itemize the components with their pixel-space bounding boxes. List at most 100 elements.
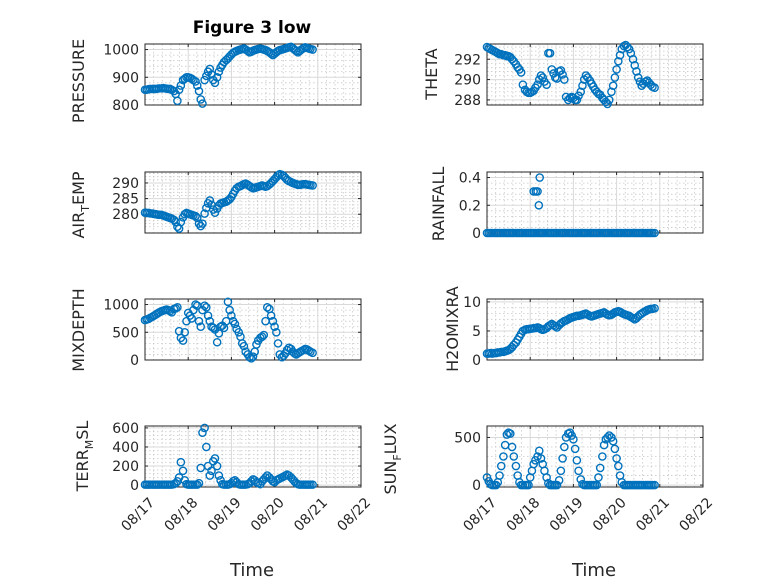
terr-msl-xlabel: Time	[229, 560, 274, 581]
sun-flux-point	[614, 461, 623, 471]
pressure-axes: 800 900 1000	[103, 42, 362, 114]
sun-flux-point	[542, 473, 551, 482]
mixdepth-point	[225, 305, 234, 315]
terr-msl-point	[198, 428, 207, 437]
mixdepth-point	[262, 303, 272, 312]
air-temp-point	[200, 209, 209, 218]
mixdepth-axes: 0 500 1000	[103, 297, 362, 369]
theta-ylabel: THETA	[422, 48, 441, 100]
mixdepth-point	[248, 352, 258, 361]
theta-series	[482, 40, 659, 109]
h2omixra-ytick-label: 5	[472, 324, 481, 340]
theta-point	[614, 56, 623, 66]
sun-flux-point	[524, 480, 533, 490]
theta-point	[576, 87, 586, 97]
mixdepth-ytick-label: 500	[112, 325, 139, 341]
theta-point	[624, 44, 634, 54]
sun-flux-point	[534, 446, 544, 456]
theta-point	[608, 81, 618, 90]
rainfall-point	[650, 228, 659, 238]
h2omixra-point	[650, 303, 659, 313]
terr-msl-point	[202, 442, 211, 452]
mixdepth-point	[245, 352, 254, 362]
sun-flux-point	[650, 480, 659, 490]
h2omixra-axes: 0 5 10	[463, 295, 704, 369]
sun-flux-point	[608, 436, 618, 446]
pressure-ylabel: PRESSURE	[69, 39, 88, 123]
h2omixra-ytick-label: 10	[463, 295, 481, 311]
terr-msl-point	[200, 423, 209, 433]
theta-point	[556, 66, 566, 75]
mixdepth-point	[173, 303, 182, 312]
pressure-point	[210, 78, 220, 88]
theta-ytick-label: 288	[454, 93, 481, 109]
terr-msl-axes-box	[144, 425, 362, 488]
terr-msl-ytick-label: 200	[112, 459, 139, 475]
pressure-point	[194, 86, 204, 96]
theta-point	[560, 75, 569, 84]
mixdepth-point	[205, 316, 215, 326]
air-temp-point	[205, 196, 215, 205]
sun-flux-point	[592, 480, 602, 490]
theta-point	[607, 87, 616, 97]
theta-ytick-label: 290	[454, 73, 481, 89]
mixdepth-point	[180, 327, 190, 337]
air-temp-point	[192, 213, 202, 223]
theta-point	[603, 99, 612, 109]
terr-msl-point	[192, 480, 202, 489]
terr-msl-point	[194, 478, 204, 488]
rainfall-axes: 0 0.2 0.4	[459, 171, 704, 242]
pressure-ytick-label: 900	[112, 70, 139, 86]
sun-flux-point	[599, 440, 609, 450]
rainfall-point	[535, 173, 545, 182]
terr-msl-ytick-label: 0	[130, 478, 139, 494]
air-temp-point	[191, 211, 200, 221]
pressure-axes-box	[144, 43, 362, 106]
air-temp-point	[308, 181, 317, 190]
rainfall-point	[534, 200, 544, 210]
h2omixra-axes-box	[486, 298, 704, 361]
terr-msl-point	[176, 457, 186, 467]
sun-flux-ytick-label: 500	[454, 430, 481, 446]
terr-msl-point	[210, 454, 220, 463]
air-temp-ytick-label: 280	[112, 207, 139, 223]
terr-msl-point	[178, 466, 188, 476]
h2omixra-series	[482, 303, 659, 358]
mixdepth-point	[202, 303, 211, 312]
theta-axes: 288 290 292	[454, 40, 704, 109]
mixdepth-point	[273, 339, 283, 348]
mixdepth-point	[223, 297, 233, 307]
pressure-point	[200, 75, 209, 85]
air-temp-ylabel-text: AIRTEMP	[69, 171, 92, 238]
terr-msl-series	[140, 423, 317, 489]
mixdepth-point	[270, 322, 279, 332]
h2omixra-point	[628, 313, 638, 323]
mixdepth-ytick-label: 0	[130, 353, 139, 369]
pressure-point	[266, 49, 276, 59]
sun-flux-point	[502, 430, 512, 439]
rainfall-ytick-label: 0.4	[459, 171, 481, 187]
sun-flux-point	[496, 461, 506, 471]
sun-flux-point	[569, 435, 578, 444]
sun-flux-point	[612, 454, 621, 463]
sun-flux-point	[574, 466, 583, 476]
theta-point	[538, 73, 548, 82]
theta-point	[533, 80, 542, 89]
sun-flux-point	[595, 463, 605, 473]
air-temp-ylabel: AIRTEMP	[69, 171, 92, 238]
sun-flux-point	[598, 452, 607, 461]
mixdepth-point	[203, 311, 213, 320]
mixdepth-point	[234, 327, 244, 337]
pressure-point	[176, 81, 186, 90]
mixdepth-point	[282, 345, 292, 355]
pressure-point	[308, 45, 317, 54]
theta-point	[615, 50, 625, 60]
mixdepth-ylabel: MIXDEPTH	[69, 288, 88, 371]
sun-flux-point	[558, 454, 567, 463]
theta-point	[632, 67, 641, 76]
mixdepth-point	[196, 322, 206, 332]
mixdepth-point	[178, 336, 188, 345]
air-temp-point	[198, 219, 207, 228]
